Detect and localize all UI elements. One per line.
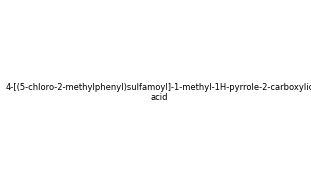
Text: 4-[(5-chloro-2-methylphenyl)sulfamoyl]-1-methyl-1H-pyrrole-2-carboxylic acid: 4-[(5-chloro-2-methylphenyl)sulfamoyl]-1… bbox=[5, 83, 311, 102]
